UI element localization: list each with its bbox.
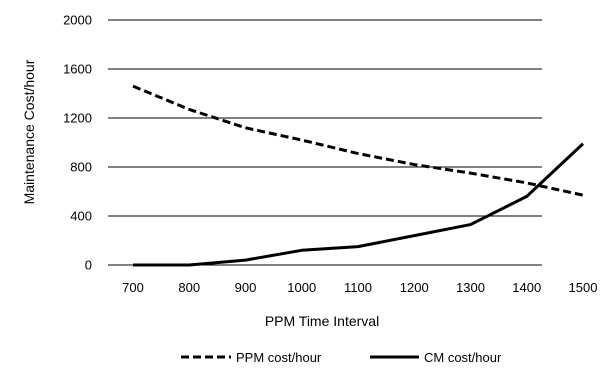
x-tick-labels: 700 800 900 1000 1100 1200 1300 1400 1500	[122, 280, 597, 295]
y-tick-label-2000: 2000	[63, 13, 92, 28]
x-tick-label-900: 900	[235, 280, 257, 295]
y-tick-label-400: 400	[70, 209, 92, 224]
x-tick-label-1500: 1500	[569, 280, 598, 295]
x-tick-label-1400: 1400	[512, 280, 541, 295]
y-tick-label-1200: 1200	[63, 111, 92, 126]
data-series	[132, 84, 585, 267]
series-line-ppm-cost-hour	[132, 84, 584, 197]
x-tick-label-1100: 1100	[344, 280, 372, 295]
y-tick-label-0: 0	[85, 258, 92, 273]
legend: PPM cost/hour CM cost/hour	[181, 350, 502, 365]
y-tick-label-800: 800	[70, 160, 92, 175]
x-tick-label-1200: 1200	[400, 280, 429, 295]
x-tick-label-800: 800	[178, 280, 200, 295]
series-line-cm-cost-hour	[133, 142, 585, 267]
x-tick-label-1300: 1300	[456, 280, 485, 295]
y-tick-label-1600: 1600	[63, 62, 92, 77]
x-axis-title: PPM Time Interval	[265, 313, 379, 329]
legend-label-cm-cost-hour: CM cost/hour	[424, 350, 502, 365]
legend-label-ppm-cost-hour: PPM cost/hour	[236, 350, 322, 365]
gridlines	[108, 19, 542, 266]
x-tick-label-1000: 1000	[287, 280, 316, 295]
y-tick-labels: 0 400 800 1200 1600 2000	[63, 13, 92, 273]
x-tick-label-700: 700	[122, 280, 144, 295]
y-axis-title: Maintenance Cost/hour	[21, 59, 37, 204]
